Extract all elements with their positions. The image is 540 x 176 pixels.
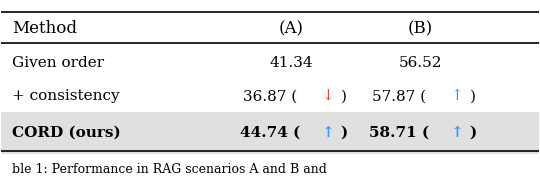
Text: Given order: Given order bbox=[12, 56, 104, 70]
Text: ↑: ↑ bbox=[450, 126, 463, 140]
Text: ↓: ↓ bbox=[322, 89, 334, 103]
Text: ): ) bbox=[469, 126, 477, 140]
Text: (A): (A) bbox=[279, 20, 304, 37]
Text: Method: Method bbox=[12, 20, 77, 37]
Text: 44.74 (: 44.74 ( bbox=[240, 126, 300, 140]
FancyBboxPatch shape bbox=[2, 112, 538, 154]
Text: ↑: ↑ bbox=[322, 126, 334, 140]
Text: ): ) bbox=[470, 89, 476, 103]
Text: ble 1: Performance in RAG scenarios A and B and: ble 1: Performance in RAG scenarios A an… bbox=[12, 163, 327, 176]
Text: 57.87 (: 57.87 ( bbox=[372, 89, 426, 103]
Text: ↑: ↑ bbox=[450, 89, 463, 103]
Text: 58.71 (: 58.71 ( bbox=[369, 126, 429, 140]
Text: CORD (ours): CORD (ours) bbox=[12, 126, 121, 140]
Text: 41.34: 41.34 bbox=[269, 56, 313, 70]
Text: ): ) bbox=[341, 126, 348, 140]
Text: 36.87 (: 36.87 ( bbox=[243, 89, 297, 103]
Text: ): ) bbox=[341, 89, 347, 103]
Text: 56.52: 56.52 bbox=[399, 56, 442, 70]
Text: (B): (B) bbox=[408, 20, 433, 37]
Text: + consistency: + consistency bbox=[12, 89, 120, 103]
